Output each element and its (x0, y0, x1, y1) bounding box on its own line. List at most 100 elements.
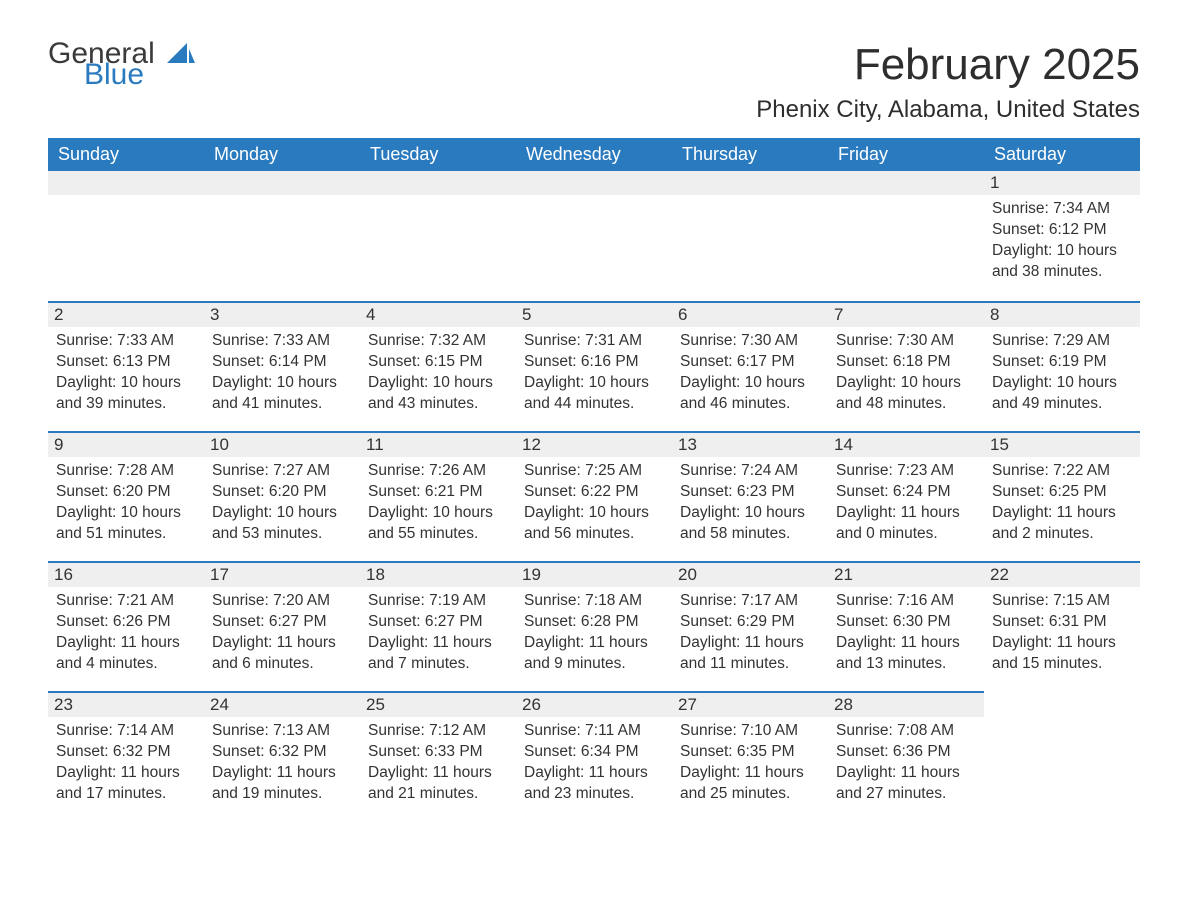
calendar-week: 23Sunrise: 7:14 AMSunset: 6:32 PMDayligh… (48, 691, 1140, 821)
daylight-text: Daylight: 11 hours and 27 minutes. (836, 763, 978, 805)
day-info: Sunrise: 7:30 AMSunset: 6:17 PMDaylight:… (678, 331, 822, 415)
sunrise-text: Sunrise: 7:30 AM (836, 331, 978, 352)
sunset-text: Sunset: 6:18 PM (836, 352, 978, 373)
daylight-text: Daylight: 10 hours and 48 minutes. (836, 373, 978, 415)
day-number: 5 (516, 301, 672, 327)
sunset-text: Sunset: 6:27 PM (212, 612, 354, 633)
sunrise-text: Sunrise: 7:28 AM (56, 461, 198, 482)
sunset-text: Sunset: 6:12 PM (992, 220, 1134, 241)
sunrise-text: Sunrise: 7:34 AM (992, 199, 1134, 220)
day-info: Sunrise: 7:18 AMSunset: 6:28 PMDaylight:… (522, 591, 666, 675)
calendar-cell: 3 Sunrise: 7:33 AMSunset: 6:14 PMDaylight… (204, 301, 360, 431)
day-header: Thursday (672, 138, 828, 171)
empty-day-bar (360, 171, 516, 195)
day-number: 2 (48, 301, 204, 327)
sunrise-text: Sunrise: 7:18 AM (524, 591, 666, 612)
day-info: Sunrise: 7:27 AMSunset: 6:20 PMDaylight:… (210, 461, 354, 545)
day-info: Sunrise: 7:32 AMSunset: 6:15 PMDaylight:… (366, 331, 510, 415)
day-info: Sunrise: 7:17 AMSunset: 6:29 PMDaylight:… (678, 591, 822, 675)
calendar-cell: 12 Sunrise: 7:25 AMSunset: 6:22 PMDayligh… (516, 431, 672, 561)
daylight-text: Daylight: 10 hours and 56 minutes. (524, 503, 666, 545)
sunrise-text: Sunrise: 7:22 AM (992, 461, 1134, 482)
day-number: 1 (984, 171, 1140, 195)
calendar-cell: 8Sunrise: 7:29 AMSunset: 6:19 PMDaylight… (984, 301, 1140, 431)
sunset-text: Sunset: 6:28 PM (524, 612, 666, 633)
sunrise-text: Sunrise: 7:33 AM (212, 331, 354, 352)
day-number: 8 (984, 301, 1140, 327)
day-number: 11 (360, 431, 516, 457)
day-number: 12 (516, 431, 672, 457)
day-number: 21 (828, 561, 984, 587)
day-info: Sunrise: 7:11 AMSunset: 6:34 PMDaylight:… (522, 721, 666, 805)
sunset-text: Sunset: 6:22 PM (524, 482, 666, 503)
day-info: Sunrise: 7:25 AMSunset: 6:22 PMDaylight:… (522, 461, 666, 545)
sunrise-text: Sunrise: 7:30 AM (680, 331, 822, 352)
sunset-text: Sunset: 6:34 PM (524, 742, 666, 763)
calendar-cell (672, 171, 828, 301)
empty-day-bar (204, 171, 360, 195)
day-number: 17 (204, 561, 360, 587)
calendar-cell: 28Sunrise: 7:08 AMSunset: 6:36 PMDayligh… (828, 691, 984, 821)
day-number: 3 (204, 301, 360, 327)
calendar-cell: 13Sunrise: 7:24 AMSunset: 6:23 PMDayligh… (672, 431, 828, 561)
day-info: Sunrise: 7:26 AMSunset: 6:21 PMDaylight:… (366, 461, 510, 545)
daylight-text: Daylight: 11 hours and 13 minutes. (836, 633, 978, 675)
sunrise-text: Sunrise: 7:15 AM (992, 591, 1134, 612)
calendar-cell: 2Sunrise: 7:33 AMSunset: 6:13 PMDaylight… (48, 301, 204, 431)
calendar-cell: 7 Sunrise: 7:30 AMSunset: 6:18 PMDaylight… (828, 301, 984, 431)
daylight-text: Daylight: 10 hours and 43 minutes. (368, 373, 510, 415)
brand-logo: General Blue (48, 40, 195, 88)
sunset-text: Sunset: 6:20 PM (212, 482, 354, 503)
day-number: 4 (360, 301, 516, 327)
calendar-cell (360, 171, 516, 301)
daylight-text: Daylight: 10 hours and 51 minutes. (56, 503, 198, 545)
calendar-cell: 26 Sunrise: 7:11 AMSunset: 6:34 PMDayligh… (516, 691, 672, 821)
sunset-text: Sunset: 6:31 PM (992, 612, 1134, 633)
empty-day-bar (828, 171, 984, 195)
day-info: Sunrise: 7:16 AMSunset: 6:30 PMDaylight:… (834, 591, 978, 675)
calendar-week: 16Sunrise: 7:21 AMSunset: 6:26 PMDayligh… (48, 561, 1140, 691)
sunrise-text: Sunrise: 7:25 AM (524, 461, 666, 482)
calendar-week: 9Sunrise: 7:28 AMSunset: 6:20 PMDaylight… (48, 431, 1140, 561)
calendar-table: SundayMondayTuesdayWednesdayThursdayFrid… (48, 138, 1140, 821)
calendar-cell: 20Sunrise: 7:17 AMSunset: 6:29 PMDayligh… (672, 561, 828, 691)
day-number: 14 (828, 431, 984, 457)
daylight-text: Daylight: 11 hours and 6 minutes. (212, 633, 354, 675)
day-info: Sunrise: 7:22 AMSunset: 6:25 PMDaylight:… (990, 461, 1134, 545)
day-number: 13 (672, 431, 828, 457)
day-number: 18 (360, 561, 516, 587)
sunset-text: Sunset: 6:19 PM (992, 352, 1134, 373)
day-info: Sunrise: 7:30 AMSunset: 6:18 PMDaylight:… (834, 331, 978, 415)
day-info: Sunrise: 7:10 AMSunset: 6:35 PMDaylight:… (678, 721, 822, 805)
daylight-text: Daylight: 11 hours and 15 minutes. (992, 633, 1134, 675)
brand-blue: Blue (84, 61, 195, 88)
calendar-cell: 11 Sunrise: 7:26 AMSunset: 6:21 PMDayligh… (360, 431, 516, 561)
sunrise-text: Sunrise: 7:13 AM (212, 721, 354, 742)
day-info: Sunrise: 7:31 AMSunset: 6:16 PMDaylight:… (522, 331, 666, 415)
day-header-row: SundayMondayTuesdayWednesdayThursdayFrid… (48, 138, 1140, 171)
location: Phenix City, Alabama, United States (756, 96, 1140, 124)
calendar-cell: 21 Sunrise: 7:16 AMSunset: 6:30 PMDayligh… (828, 561, 984, 691)
day-info: Sunrise: 7:12 AMSunset: 6:33 PMDaylight:… (366, 721, 510, 805)
empty-day-bar (48, 171, 204, 195)
day-number: 7 (828, 301, 984, 327)
sunset-text: Sunset: 6:29 PM (680, 612, 822, 633)
sunrise-text: Sunrise: 7:26 AM (368, 461, 510, 482)
calendar-cell (48, 171, 204, 301)
daylight-text: Daylight: 10 hours and 55 minutes. (368, 503, 510, 545)
day-number: 26 (516, 691, 672, 717)
daylight-text: Daylight: 11 hours and 21 minutes. (368, 763, 510, 805)
day-info: Sunrise: 7:34 AMSunset: 6:12 PMDaylight:… (990, 199, 1134, 283)
day-info: Sunrise: 7:23 AMSunset: 6:24 PMDaylight:… (834, 461, 978, 545)
sunrise-text: Sunrise: 7:19 AM (368, 591, 510, 612)
sunrise-text: Sunrise: 7:14 AM (56, 721, 198, 742)
calendar-cell: 27 Sunrise: 7:10 AMSunset: 6:35 PMDayligh… (672, 691, 828, 821)
empty-day-bar (516, 171, 672, 195)
day-number: 23 (48, 691, 204, 717)
day-info: Sunrise: 7:33 AMSunset: 6:14 PMDaylight:… (210, 331, 354, 415)
sunset-text: Sunset: 6:24 PM (836, 482, 978, 503)
daylight-text: Daylight: 11 hours and 17 minutes. (56, 763, 198, 805)
daylight-text: Daylight: 11 hours and 19 minutes. (212, 763, 354, 805)
calendar-cell: 14 Sunrise: 7:23 AMSunset: 6:24 PMDayligh… (828, 431, 984, 561)
day-number: 27 (672, 691, 828, 717)
